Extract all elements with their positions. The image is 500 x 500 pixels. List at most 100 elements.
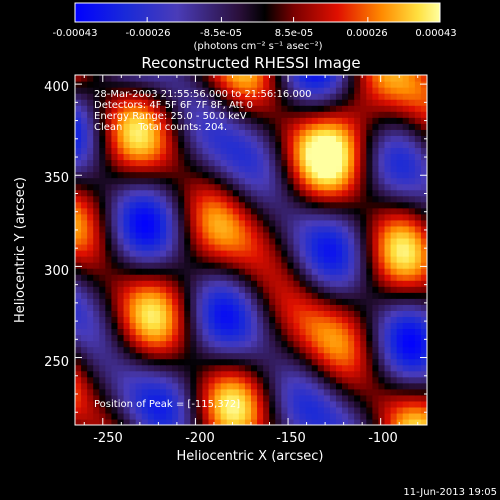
heatmap-cell <box>281 147 289 155</box>
heatmap-cell <box>159 292 167 299</box>
heatmap-cell <box>263 400 270 408</box>
heatmap-cell <box>360 334 367 342</box>
heatmap-cell <box>135 225 143 233</box>
heatmap-cell <box>287 412 295 420</box>
heatmap-cell <box>396 292 404 299</box>
heatmap-cell <box>305 310 313 317</box>
heatmap-cell <box>372 219 380 227</box>
heatmap-cell <box>244 93 252 100</box>
heatmap-cell <box>129 225 137 233</box>
heatmap-cell <box>360 406 367 414</box>
heatmap-cell <box>214 105 222 112</box>
heatmap-cell <box>305 364 313 372</box>
heatmap-cell <box>378 286 386 293</box>
heatmap-cell <box>311 243 319 251</box>
heatmap-cell <box>93 406 100 414</box>
heatmap-cell <box>105 298 113 305</box>
heatmap-cell <box>402 352 410 360</box>
heatmap-cell <box>378 75 386 82</box>
heatmap-cell <box>251 123 258 130</box>
heatmap-cell <box>117 141 125 149</box>
heatmap-cell <box>166 93 173 100</box>
heatmap-cell <box>166 352 173 360</box>
heatmap-cell <box>414 400 422 408</box>
heatmap-cell <box>123 316 131 324</box>
heatmap-cell <box>354 280 361 287</box>
heatmap-cell <box>244 340 252 348</box>
heatmap-cell <box>153 352 161 360</box>
heatmap-cell <box>111 243 119 251</box>
heatmap-cell <box>378 316 386 324</box>
heatmap-cell <box>87 75 94 82</box>
heatmap-cell <box>281 376 289 384</box>
heatmap-cell <box>135 298 143 305</box>
heatmap-cell <box>293 352 301 360</box>
heatmap-cell <box>184 400 191 408</box>
heatmap-cell <box>129 280 137 287</box>
heatmap-cell <box>214 370 222 378</box>
heatmap-cell <box>354 262 361 269</box>
heatmap-cell <box>117 364 125 372</box>
heatmap-cell <box>75 231 82 239</box>
heatmap-cell <box>208 268 216 275</box>
heatmap-cell <box>402 243 410 251</box>
heatmap-cell <box>166 207 173 215</box>
heatmap-cell <box>251 135 258 142</box>
heatmap-cell <box>323 189 331 197</box>
heatmap-cell <box>105 183 113 191</box>
heatmap-cell <box>202 400 210 408</box>
heatmap-cell <box>390 304 398 311</box>
heatmap-cell <box>263 141 270 149</box>
heatmap-cell <box>220 195 228 203</box>
heatmap-cell <box>366 165 373 173</box>
heatmap-cell <box>111 147 119 155</box>
heatmap-cell <box>293 394 301 402</box>
heatmap-cell <box>372 177 380 185</box>
heatmap-cell <box>317 87 325 94</box>
heatmap-cell <box>251 400 258 408</box>
heatmap-cell <box>123 310 131 317</box>
heatmap-cell <box>178 292 185 299</box>
heatmap-cell <box>402 165 410 173</box>
heatmap-cell <box>184 382 191 390</box>
heatmap-cell <box>342 310 349 317</box>
heatmap-cell <box>153 346 161 354</box>
heatmap-cell <box>81 274 88 281</box>
heatmap-cell <box>184 328 191 336</box>
heatmap-cell <box>317 231 325 239</box>
heatmap-cell <box>190 256 197 263</box>
heatmap-cell <box>184 237 191 245</box>
heatmap-cell <box>414 340 422 348</box>
heatmap-cell <box>75 111 82 118</box>
heatmap-cell <box>141 262 149 269</box>
heatmap-cell <box>105 358 113 366</box>
heatmap-cell <box>414 243 422 251</box>
heatmap-cell <box>396 105 404 112</box>
heatmap-cell <box>75 286 82 293</box>
heatmap-cell <box>196 219 204 227</box>
heatmap-cell <box>263 81 270 88</box>
heatmap-cell <box>335 268 343 275</box>
heatmap-cell <box>81 237 88 245</box>
heatmap-cell <box>287 316 295 324</box>
heatmap-cell <box>317 117 325 124</box>
heatmap-cell <box>281 292 289 299</box>
heatmap-cell <box>190 123 197 130</box>
heatmap-cell <box>251 231 258 239</box>
heatmap-cell <box>93 376 100 384</box>
heatmap-cell <box>111 292 119 299</box>
heatmap-cell <box>111 219 119 227</box>
heatmap-cell <box>87 298 94 305</box>
heatmap-cell <box>269 153 276 161</box>
heatmap-cell <box>251 394 258 402</box>
heatmap-cell <box>178 364 185 372</box>
heatmap-cell <box>105 370 113 378</box>
heatmap-cell <box>378 256 386 263</box>
heatmap-cell <box>190 141 197 149</box>
heatmap-cell <box>372 334 380 342</box>
heatmap-cell <box>190 280 197 287</box>
heatmap-cell <box>287 334 295 342</box>
heatmap-cell <box>402 201 410 209</box>
heatmap-cell <box>257 213 264 221</box>
heatmap-cell <box>226 352 234 360</box>
